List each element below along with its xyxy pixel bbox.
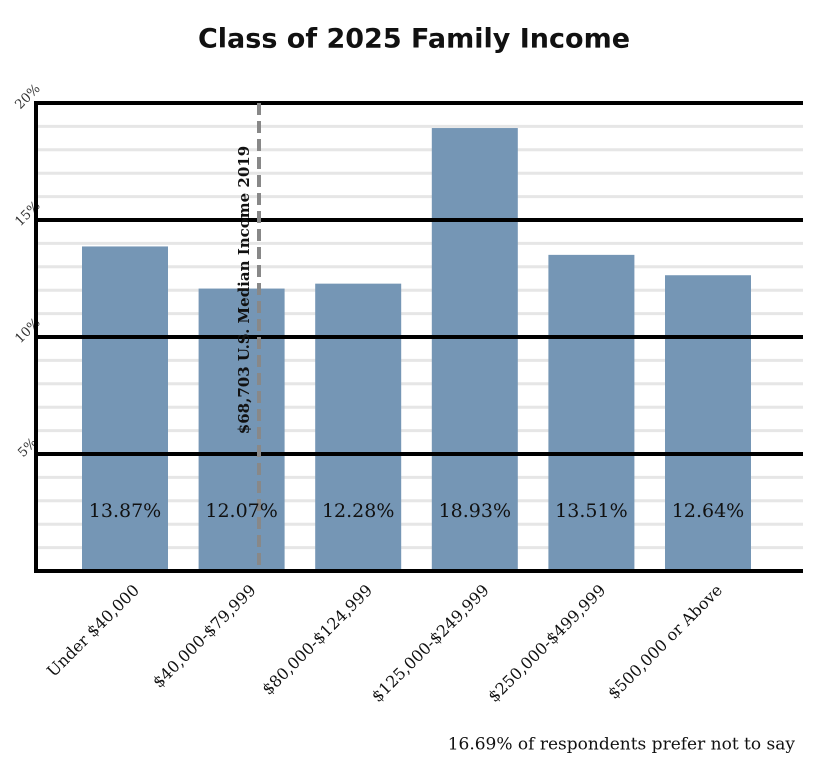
x-tick-label: Under $40,000 <box>43 581 143 681</box>
x-tick-label: $80,000-$124,999 <box>258 581 376 699</box>
y-tick-label: 15% <box>12 198 43 229</box>
value-label: 12.64% <box>672 500 744 522</box>
bar <box>665 275 751 571</box>
value-label: 13.87% <box>89 500 161 522</box>
bar <box>82 246 168 571</box>
x-tick-label: $125,000-$249,999 <box>368 581 493 706</box>
chart-title: Class of 2025 Family Income <box>198 24 630 55</box>
y-tick-label: 20% <box>12 81 43 112</box>
x-tick-label: $250,000-$499,999 <box>484 581 609 706</box>
y-tick-label: 10% <box>12 315 43 346</box>
value-label: 12.07% <box>205 500 277 522</box>
median-annotation: $68,703 U.S. Median Income 2019 <box>235 146 253 434</box>
footnote: 16.69% of respondents prefer not to say <box>448 735 796 755</box>
value-label: 12.28% <box>322 500 394 522</box>
bar <box>431 128 518 571</box>
bar <box>548 254 635 571</box>
x-tick-label: $500,000 or Above <box>604 581 726 703</box>
bar <box>315 283 402 571</box>
x-tick-label: $40,000-$79,999 <box>149 581 260 692</box>
value-label: 18.93% <box>439 500 511 522</box>
value-label: 13.51% <box>555 500 627 522</box>
